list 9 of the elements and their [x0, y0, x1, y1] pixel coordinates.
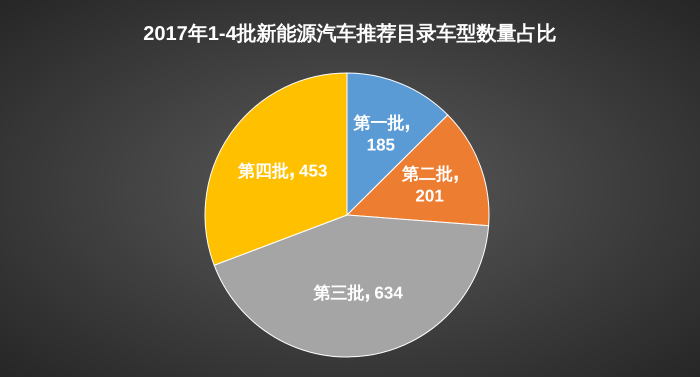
chart-title: 2017年1-4批新能源汽车推荐目录车型数量占比: [143, 22, 557, 45]
data-label: 185: [366, 136, 396, 155]
slice-label: 第二批: [401, 164, 454, 184]
slice-label: 第四批: [237, 162, 290, 181]
data-label: 634: [374, 283, 404, 302]
data-label: 201: [415, 186, 444, 206]
legend-label: 第三批: [312, 283, 364, 302]
data-label: 453: [299, 162, 328, 181]
slice-label: 第一批: [352, 114, 404, 133]
